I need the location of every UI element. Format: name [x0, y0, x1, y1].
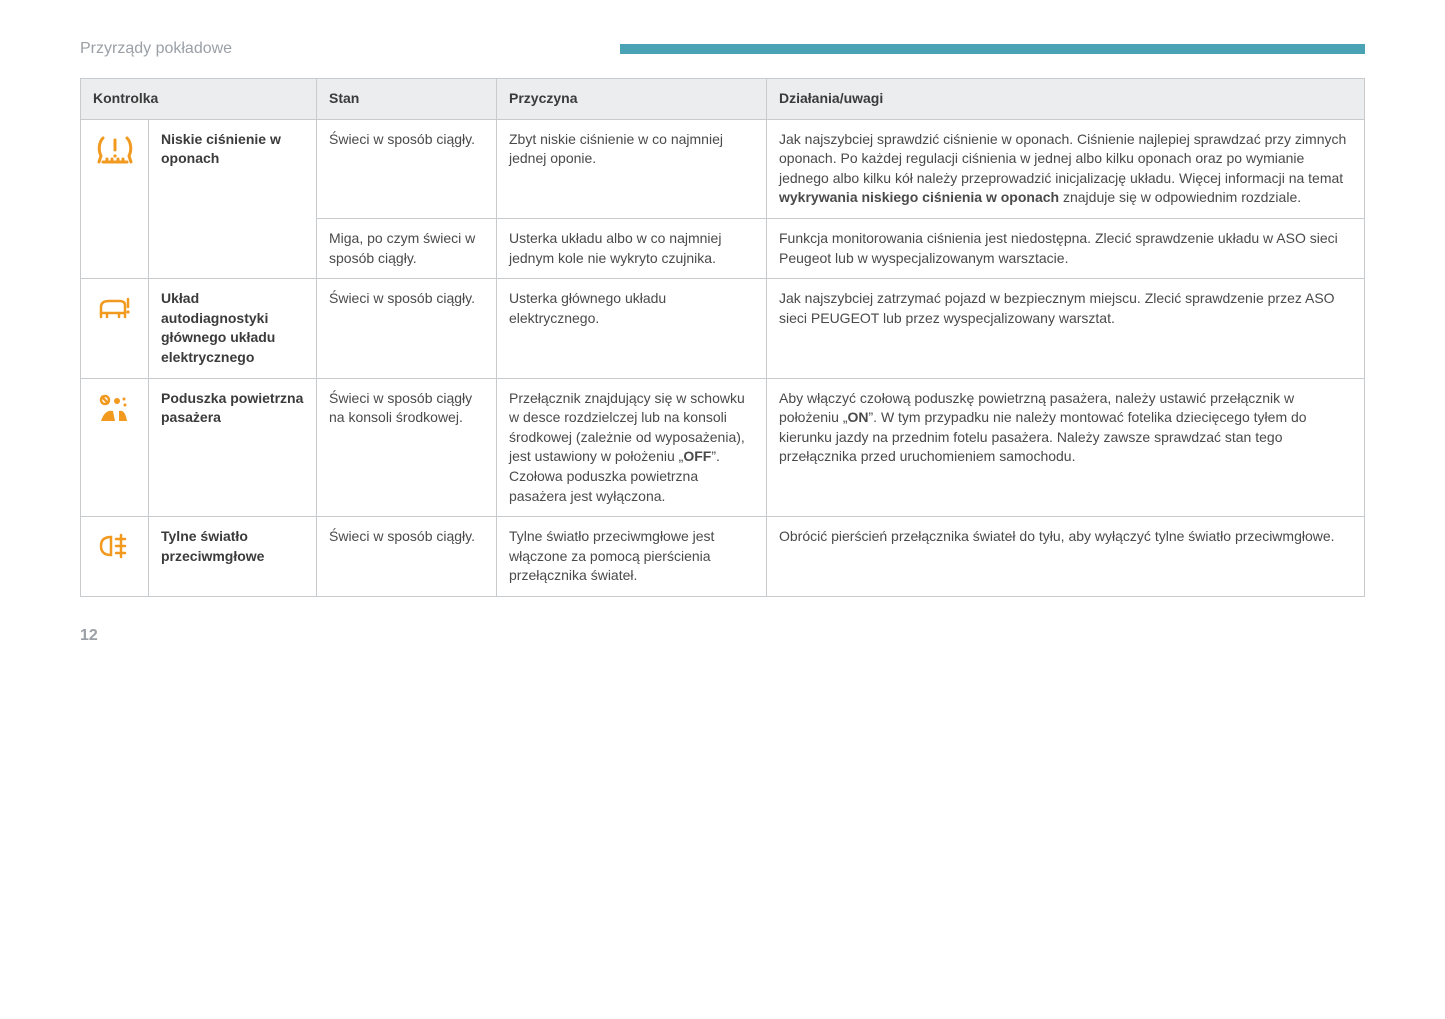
- cell-cause: Przełącznik znajdujący się w schowku w d…: [497, 378, 767, 517]
- cell-state: Świeci w sposób ciągły.: [317, 517, 497, 597]
- cell-action: Jak najszybciej sprawdzić ciśnienie w op…: [767, 119, 1365, 218]
- cell-cause: Zbyt niskie ciśnienie w co najmniej jedn…: [497, 119, 767, 218]
- header-accent-bar: [620, 44, 1365, 54]
- text-bold: ON: [848, 409, 869, 425]
- page-number: 12: [80, 627, 1365, 645]
- col-header-kontrolka: Kontrolka: [81, 79, 317, 120]
- electrical-diagnostic-icon: [95, 291, 135, 325]
- row-name-diag: Układ autodiagnostyki głównego układu el…: [149, 279, 317, 378]
- section-title: Przyrządy pokładowe: [80, 40, 620, 58]
- tire-pressure-icon: [95, 132, 135, 166]
- table-row: Niskie ciśnienie w oponach Świeci w spos…: [81, 119, 1365, 218]
- rear-fog-light-icon: [95, 529, 135, 563]
- table-row: Układ autodiagnostyki głównego układu el…: [81, 279, 1365, 378]
- col-header-przyczyna: Przyczyna: [497, 79, 767, 120]
- table-row: Poduszka powietrzna pasażera Świeci w sp…: [81, 378, 1365, 517]
- cell-cause: Tylne światło przeciwmgłowe jest włączon…: [497, 517, 767, 597]
- col-header-stan: Stan: [317, 79, 497, 120]
- cell-action: Funkcja monitorowania ciśnienia jest nie…: [767, 218, 1365, 278]
- cell-cause: Usterka układu albo w co najmniej jednym…: [497, 218, 767, 278]
- cell-action: Jak najszybciej zatrzymać pojazd w bezpi…: [767, 279, 1365, 378]
- icon-cell-tpms: [81, 119, 149, 279]
- icon-cell-fog: [81, 517, 149, 597]
- cell-state: Świeci w sposób ciągły.: [317, 119, 497, 218]
- cell-state: Świeci w sposób ciągły na konsoli środko…: [317, 378, 497, 517]
- text-fragment: Jak najszybciej sprawdzić ciśnienie w op…: [779, 131, 1346, 186]
- table-row: Tylne światło przeciwmgłowe Świeci w spo…: [81, 517, 1365, 597]
- passenger-airbag-off-icon: [95, 391, 135, 425]
- row-name-airbag: Poduszka powietrzna pasażera: [149, 378, 317, 517]
- table-header-row: Kontrolka Stan Przyczyna Działania/uwagi: [81, 79, 1365, 120]
- cell-action: Aby włączyć czołową poduszkę powietrzną …: [767, 378, 1365, 517]
- col-header-dzialania: Działania/uwagi: [767, 79, 1365, 120]
- cell-cause: Usterka głównego układu elektrycznego.: [497, 279, 767, 378]
- row-name-tpms: Niskie ciśnienie w oponach: [149, 119, 317, 279]
- row-name-fog: Tylne światło przeciwmgłowe: [149, 517, 317, 597]
- page-header: Przyrządy pokładowe: [80, 40, 1365, 58]
- text-bold: OFF: [683, 448, 711, 464]
- cell-state: Miga, po czym świeci w sposób ciągły.: [317, 218, 497, 278]
- icon-cell-airbag: [81, 378, 149, 517]
- text-fragment: znajduje się w odpowiednim rozdziale.: [1059, 189, 1301, 205]
- cell-action: Obrócić pierścień przełącznika świateł d…: [767, 517, 1365, 597]
- icon-cell-diag: [81, 279, 149, 378]
- warning-lights-table: Kontrolka Stan Przyczyna Działania/uwagi: [80, 78, 1365, 597]
- text-bold: wykrywania niskiego ciśnienia w oponach: [779, 189, 1059, 205]
- cell-state: Świeci w sposób ciągły.: [317, 279, 497, 378]
